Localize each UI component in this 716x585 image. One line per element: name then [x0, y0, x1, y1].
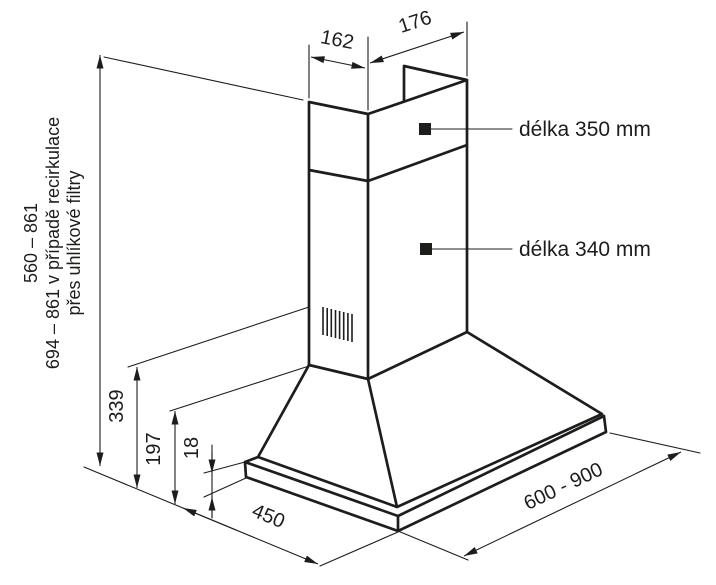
upper-chimney-length-label: délka 350 mm [519, 118, 651, 141]
chimney-outline [307, 64, 469, 381]
vent-grille-slots [322, 307, 353, 342]
dim-label-197: 197 [143, 432, 165, 465]
height-range-label: 560 – 861 [21, 203, 41, 283]
extension-lines [83, 21, 701, 567]
dim-label-162: 162 [319, 26, 356, 54]
dim-line-176 [369, 31, 465, 64]
dim-label-18: 18 [181, 437, 203, 459]
chimney-edges [307, 64, 469, 381]
extension-line-paths [83, 21, 701, 567]
dim-line-162 [310, 56, 366, 69]
dim-label-450: 450 [249, 500, 288, 533]
dim-label-339: 339 [106, 389, 128, 422]
vent-grille [322, 307, 353, 342]
drawing-labels: 162 176 560 – 861 694 – 861 v případě re… [21, 7, 651, 533]
leader-square-lower-chimney [420, 243, 432, 255]
height-recirc-label-line2: přes uhlíkové filtry [64, 170, 84, 315]
hood-body-outline [256, 330, 604, 509]
leader-square-upper-chimney [419, 123, 431, 135]
dimension-lines [96, 31, 682, 565]
dim-line-600-900 [463, 451, 682, 557]
height-recirc-label-line1: 694 – 861 v případě recirkulace [43, 117, 63, 369]
lower-chimney-length-label: délka 340 mm [519, 238, 651, 261]
dim-line-450 [182, 507, 319, 565]
dim-label-176: 176 [396, 7, 435, 38]
hood-pyramid-edges [256, 330, 604, 509]
